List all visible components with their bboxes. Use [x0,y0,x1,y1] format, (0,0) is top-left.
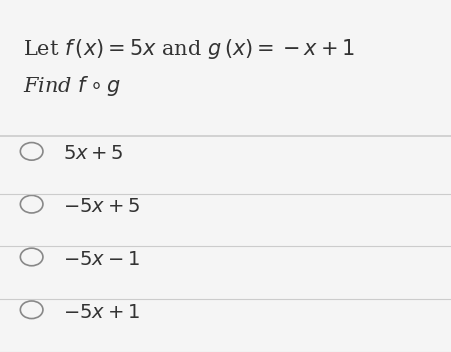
Text: Let $f\,(x) = 5x$ and $g\,(x) = -x + 1$: Let $f\,(x) = 5x$ and $g\,(x) = -x + 1$ [23,37,354,61]
Text: $-5x - 1$: $-5x - 1$ [63,251,140,269]
Text: $-5x + 1$: $-5x + 1$ [63,304,140,322]
Text: Find $f \circ g$: Find $f \circ g$ [23,74,120,98]
Text: $-5x + 5$: $-5x + 5$ [63,198,140,216]
Text: $5x + 5$: $5x + 5$ [63,145,124,163]
